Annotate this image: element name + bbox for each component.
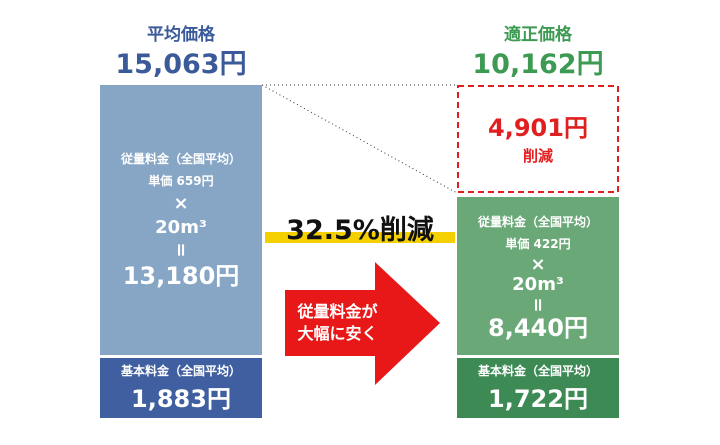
- volume: 20m³: [155, 216, 207, 238]
- right-usage: 従量料金（全国平均） 単価 422円 × 20m³ = 8,440円: [457, 197, 619, 355]
- right-label: 適正価格: [504, 25, 572, 45]
- equals: =: [528, 296, 549, 313]
- left-usage: 従量料金（全国平均） 単価 659円 × 20m³ = 13,180円: [100, 85, 262, 355]
- base-title: 基本料金（全国平均）: [120, 364, 241, 378]
- base-title: 基本料金（全国平均）: [477, 364, 598, 378]
- usage-amount: 8,440円: [488, 313, 588, 342]
- arrow: [285, 262, 440, 385]
- arrow-text: 従量料金が 大幅に安く: [285, 301, 390, 345]
- reduction: 32.5%削減: [286, 215, 434, 246]
- arrow-line: 大幅に安く: [297, 324, 378, 343]
- saving-box: [457, 85, 619, 193]
- base-amount: 1,722円: [488, 385, 588, 413]
- base-amount: 1,883円: [131, 385, 231, 413]
- arrow-line: 従量料金が: [297, 302, 378, 321]
- volume: 20m³: [512, 273, 564, 295]
- left-total: 15,063円: [115, 49, 247, 80]
- left-label: 平均価格: [147, 25, 215, 45]
- unit-price: 単価 422円: [505, 236, 571, 251]
- equals: =: [171, 241, 192, 258]
- usage-title: 従量料金（全国平均）: [477, 214, 598, 229]
- usage-title: 従量料金（全国平均）: [120, 151, 241, 166]
- guide-line: [261, 84, 458, 194]
- highlight: [265, 232, 455, 243]
- saving-label: 削減: [522, 147, 553, 165]
- left-base: 基本料金（全国平均） 1,883円: [100, 358, 262, 418]
- times: ×: [530, 253, 546, 275]
- saving: 4,901円 削減: [457, 86, 619, 192]
- right-total: 10,162円: [472, 49, 604, 80]
- right-base: 基本料金（全国平均） 1,722円: [457, 358, 619, 418]
- saving-amount: 4,901円: [488, 114, 588, 142]
- usage-amount: 13,180円: [122, 261, 240, 290]
- unit-price: 単価 659円: [148, 173, 214, 188]
- times: ×: [173, 192, 189, 214]
